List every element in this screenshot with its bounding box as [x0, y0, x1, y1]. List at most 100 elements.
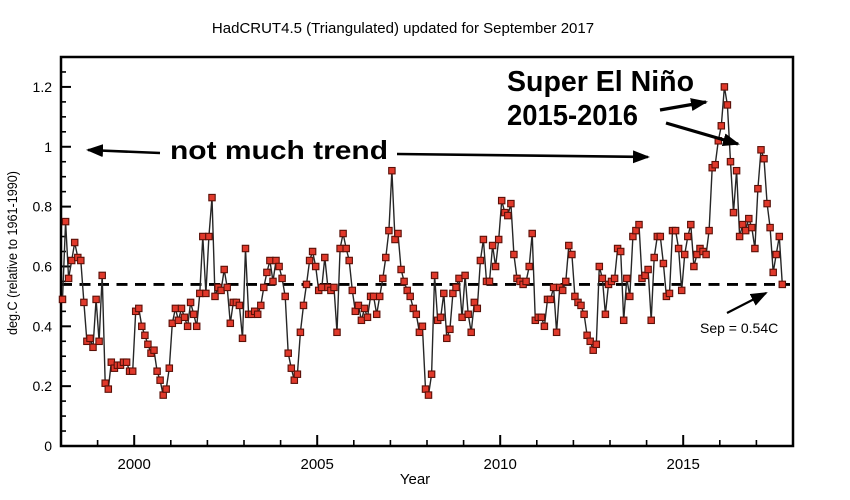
data-point-marker — [217, 286, 225, 295]
data-point-marker — [70, 238, 79, 247]
data-point-marker — [546, 295, 555, 304]
data-point-marker — [552, 328, 561, 337]
data-point-marker — [693, 250, 701, 259]
el-nino-second-peak-arrow-icon — [665, 121, 740, 147]
data-point-marker — [302, 280, 311, 289]
y-tick-label: 0.2 — [33, 378, 53, 394]
data-point-marker — [269, 277, 277, 286]
data-point-marker — [211, 292, 219, 301]
data-point-marker — [677, 286, 686, 295]
data-point-marker — [461, 271, 469, 280]
data-point-marker — [592, 340, 601, 349]
data-point-marker — [64, 274, 73, 283]
data-point-marker — [226, 319, 235, 328]
data-point-marker — [680, 250, 689, 259]
data-point-marker — [174, 316, 183, 325]
data-point-marker — [128, 367, 137, 375]
data-point-marker — [336, 244, 344, 253]
data-point-marker — [122, 358, 131, 366]
x-axis-label: Year — [400, 471, 430, 488]
data-point-marker — [558, 286, 567, 295]
data-point-marker — [290, 376, 299, 384]
data-point-marker — [159, 391, 167, 399]
data-point-marker — [754, 184, 762, 193]
data-point-marker — [711, 160, 719, 169]
data-point-marker — [61, 217, 70, 226]
data-point-marker — [138, 322, 146, 331]
data-point-marker — [751, 244, 759, 253]
data-point-marker — [333, 328, 341, 337]
data-point-marker — [379, 274, 387, 283]
data-point-marker — [735, 232, 744, 241]
data-point-marker — [723, 101, 732, 109]
temperature-series-line — [61, 86, 783, 398]
data-point-marker — [400, 277, 408, 286]
annotation-sep-value: Sep = 0.54C — [700, 292, 778, 336]
data-point-marker — [598, 274, 607, 283]
data-point-marker — [345, 256, 353, 265]
data-point-marker — [223, 283, 231, 292]
data-point-marker — [464, 310, 472, 319]
data-point-marker — [202, 289, 210, 298]
data-point-marker — [275, 262, 283, 271]
y-tick-label: 0.6 — [33, 258, 53, 274]
data-point-marker — [571, 292, 579, 301]
axes: 0 0.2 0.4 0.6 0.8 1 1.2 2000 2005 2010 2015 — [33, 55, 795, 473]
data-point-marker — [619, 316, 628, 325]
data-point-marker — [150, 346, 158, 354]
data-point-marker — [745, 214, 753, 223]
data-point-marker — [647, 316, 655, 325]
data-point-marker — [403, 286, 411, 295]
data-point-marker — [162, 385, 170, 393]
data-point-marker — [766, 223, 774, 232]
data-point-marker — [415, 328, 424, 337]
data-point-marker — [369, 292, 378, 301]
data-point-marker — [199, 232, 207, 241]
data-point-marker — [705, 226, 713, 235]
data-point-marker — [357, 316, 366, 325]
data-point-marker — [263, 268, 271, 277]
y-tick-label: 1 — [44, 139, 52, 155]
data-point-marker — [278, 274, 286, 283]
data-point-marker — [257, 301, 265, 310]
data-point-marker — [775, 232, 784, 241]
data-point-marker — [418, 322, 427, 331]
data-point-marker — [360, 304, 369, 313]
data-point-marker — [650, 253, 658, 262]
data-point-marker — [684, 232, 692, 241]
data-point-marker — [540, 322, 549, 331]
data-point-marker — [272, 256, 280, 265]
data-point-marker — [497, 196, 506, 205]
data-point-marker — [86, 334, 94, 343]
data-point-marker — [196, 289, 204, 298]
right-arrow-icon — [396, 150, 650, 164]
data-point-marker — [726, 157, 735, 166]
data-point-marker — [741, 226, 750, 235]
data-point-marker — [186, 298, 195, 307]
data-point-marker — [717, 122, 726, 130]
data-point-marker — [192, 322, 201, 331]
data-point-marker — [281, 292, 289, 301]
data-point-marker — [98, 271, 106, 280]
data-point-marker — [656, 232, 665, 241]
data-point-marker — [104, 385, 113, 393]
data-point-marker — [89, 343, 97, 352]
data-point-marker — [485, 277, 494, 286]
data-point-marker — [729, 208, 738, 217]
data-point-marker — [720, 83, 729, 91]
x-tick-label: 2005 — [301, 456, 334, 473]
not-much-trend-label: not much trend — [170, 135, 388, 165]
data-point-marker — [183, 322, 192, 331]
data-point-marker — [58, 295, 67, 304]
sep-value-arrow-icon — [726, 292, 768, 314]
data-point-marker — [702, 250, 710, 259]
data-point-marker — [305, 256, 314, 265]
data-point-marker — [687, 220, 695, 229]
data-point-marker — [348, 286, 357, 295]
data-point-marker — [440, 289, 448, 298]
data-point-marker — [107, 358, 116, 366]
data-point-marker — [299, 301, 308, 310]
data-point-marker — [253, 310, 262, 319]
data-point-marker — [577, 301, 585, 310]
